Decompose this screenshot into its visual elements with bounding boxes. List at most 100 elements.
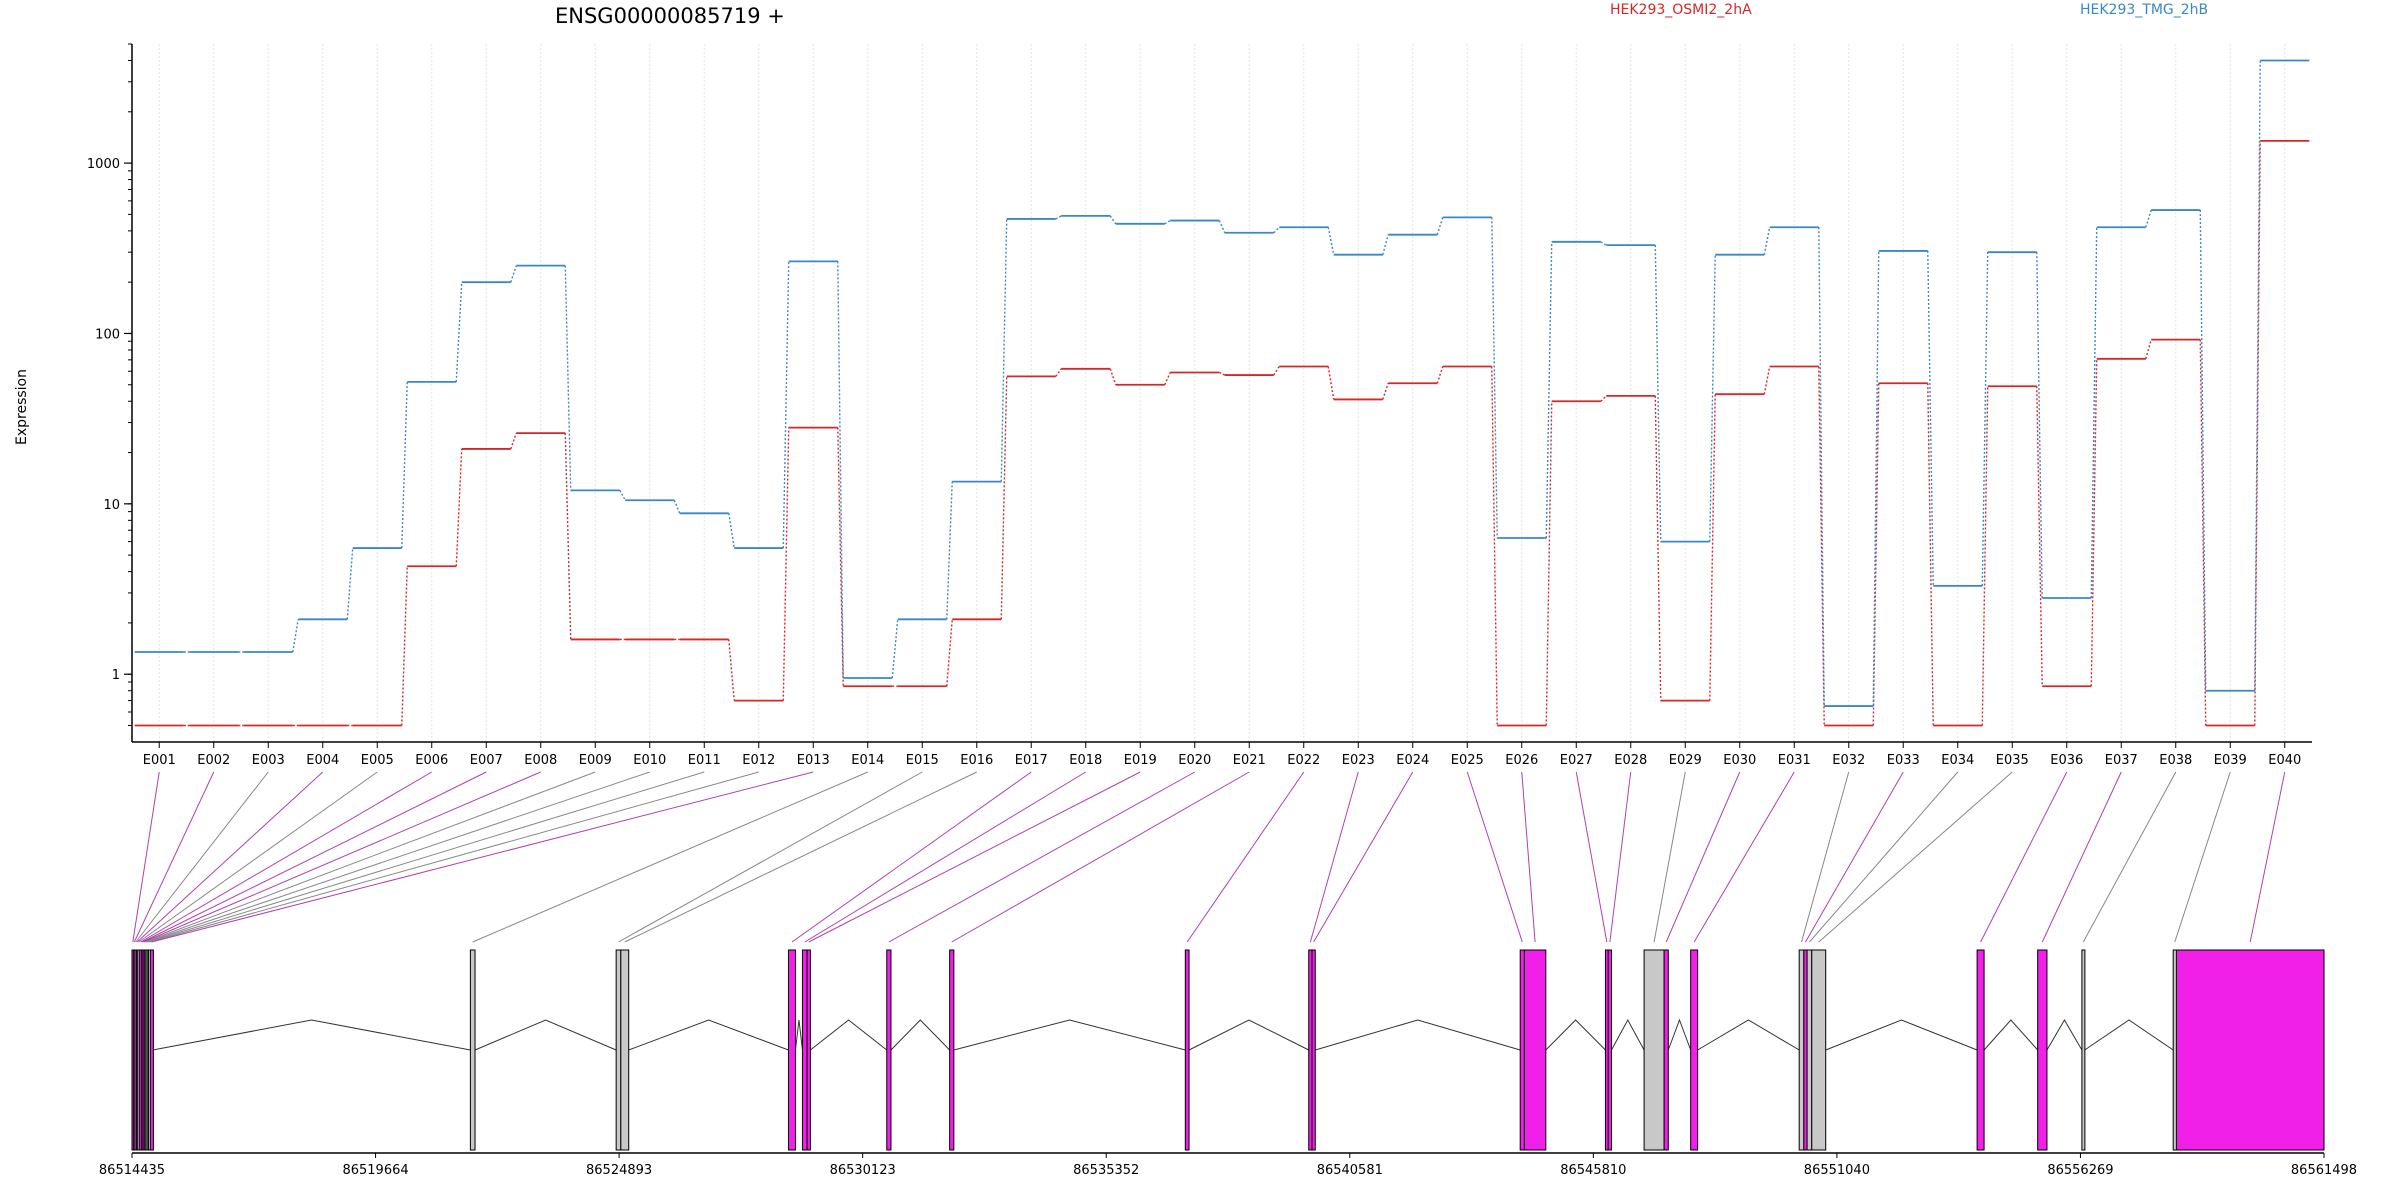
series-1-connector <box>1436 366 1444 384</box>
exon-block <box>620 949 630 1151</box>
exon-connector <box>142 771 487 943</box>
exon-connector <box>2041 771 2122 943</box>
x-tick-label: E007 <box>470 753 503 768</box>
exon-block <box>1976 949 1985 1151</box>
exon-connector <box>1693 771 1795 943</box>
intron-line <box>474 1019 617 1051</box>
x-tick-label: E020 <box>1178 753 1211 768</box>
series-2-connector <box>510 265 517 283</box>
series-2-connector <box>782 261 790 549</box>
genome-tick-label: 86524893 <box>586 1163 652 1178</box>
series-2-connector <box>1382 234 1389 255</box>
series-2-connector <box>1436 217 1444 235</box>
x-tick-label: E031 <box>1778 753 1811 768</box>
x-tick-label: E004 <box>306 753 339 768</box>
intron-line <box>1611 1018 1645 1051</box>
intron-line <box>794 1019 803 1051</box>
series-2-connector <box>1273 226 1280 234</box>
exon-connector <box>133 771 215 943</box>
exon-connector <box>472 771 868 943</box>
x-tick-label: E035 <box>1996 753 2029 768</box>
series-1-connector <box>1273 366 1280 376</box>
x-tick-label: E002 <box>197 753 230 768</box>
series-1-connector <box>837 427 844 687</box>
intron-line <box>890 1019 950 1051</box>
genome-tick-label: 86551040 <box>1804 1163 1870 1178</box>
series-2-connector <box>1654 245 1662 542</box>
exon-block <box>1311 949 1316 1151</box>
x-tick-label: E028 <box>1614 753 1647 768</box>
intron-line <box>1983 1019 2039 1051</box>
exon-connector <box>1186 771 1305 943</box>
series-1-connector <box>455 448 463 567</box>
y-tick-label: 100 <box>95 327 120 342</box>
legend-series-2: HEK293_TMG_2hB <box>2080 2 2208 18</box>
exon-connector <box>151 771 814 943</box>
exon-connector <box>1980 771 2068 943</box>
series-1-connector <box>1872 383 1880 726</box>
intron-line <box>1697 1019 1800 1051</box>
genome-tick-label: 86545810 <box>1560 1163 1626 1178</box>
x-tick-label: E024 <box>1396 753 1429 768</box>
series-2-connector <box>1109 215 1117 225</box>
exon-connector <box>1809 771 1959 943</box>
series-2-connector <box>1164 219 1171 225</box>
x-tick-label: E036 <box>2050 753 2083 768</box>
exon-connector <box>147 771 705 943</box>
x-tick-label: E003 <box>252 753 285 768</box>
exon-block <box>1184 949 1190 1151</box>
exon-connector <box>1575 771 1608 943</box>
exon-block <box>1519 949 1525 1151</box>
y-tick-label: 1000 <box>87 157 120 172</box>
exon-connector <box>2249 771 2286 943</box>
series-1-connector <box>2090 358 2098 687</box>
series-2-connector <box>292 619 299 653</box>
x-tick-label: E025 <box>1451 753 1484 768</box>
x-tick-label: E034 <box>1941 753 1974 768</box>
x-tick-label: E037 <box>2105 753 2138 768</box>
series-2-connector <box>2199 210 2207 691</box>
series-1-connector <box>1382 383 1389 400</box>
exon-connector <box>1801 771 1850 943</box>
series-1-connector <box>2145 339 2152 359</box>
exon-connector <box>149 771 759 943</box>
y-axis-label: Expression <box>14 369 30 445</box>
exon-block <box>886 949 892 1151</box>
intron-line <box>953 1019 1186 1051</box>
series-2-connector <box>1872 250 1880 707</box>
intron-line <box>810 1019 888 1051</box>
exon-block <box>1811 949 1827 1151</box>
x-tick-label: E006 <box>415 753 448 768</box>
exon-connector <box>136 771 324 943</box>
series-2-connector <box>2145 209 2152 228</box>
exon-block <box>2081 949 2086 1151</box>
exon-connector <box>2174 771 2231 943</box>
series-2-connector <box>1763 227 1771 255</box>
chart-title: ENSG00000085719 + <box>555 4 785 28</box>
exon-connector <box>1818 771 2013 943</box>
exon-connector <box>804 771 1087 943</box>
exon-connector <box>1466 771 1523 943</box>
x-tick-label: E022 <box>1287 753 1320 768</box>
x-tick-label: E012 <box>742 753 775 768</box>
genome-tick-label: 86519664 <box>342 1163 408 1178</box>
x-tick-label: E021 <box>1233 753 1266 768</box>
exon-connector <box>791 771 1032 943</box>
exon-connector <box>140 771 433 943</box>
intron-line <box>1315 1019 1521 1051</box>
series-2-connector <box>619 490 626 501</box>
series-2-connector <box>2090 227 2098 599</box>
series-1-connector <box>1600 395 1607 402</box>
legend-series-1: HEK293_OSMI2_2hA <box>1610 2 1752 18</box>
exon-connector <box>143 771 541 943</box>
exon-block <box>149 949 154 1151</box>
x-tick-label: E001 <box>143 753 176 768</box>
series-2-connector <box>2036 252 2043 599</box>
x-tick-label: E013 <box>797 753 830 768</box>
genome-tick-label: 86556269 <box>2047 1163 2113 1178</box>
series-1-connector <box>1981 386 1989 726</box>
exon-block <box>1663 949 1669 1151</box>
exon-block <box>469 949 476 1151</box>
series-1-connector <box>1927 383 1934 726</box>
series-1-connector <box>1055 368 1062 377</box>
